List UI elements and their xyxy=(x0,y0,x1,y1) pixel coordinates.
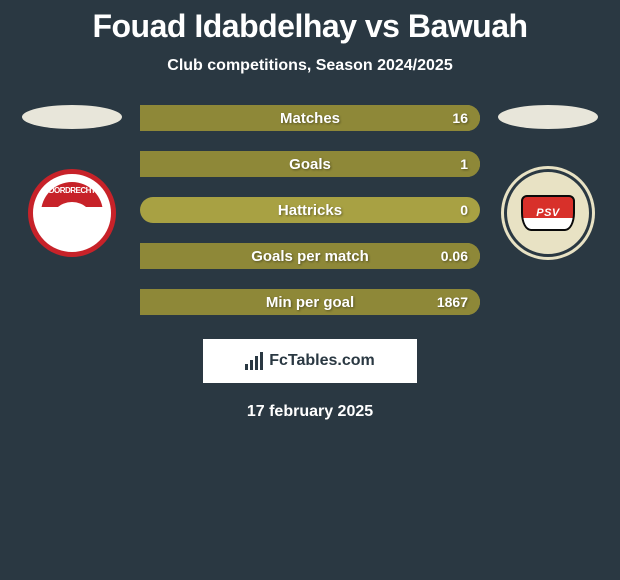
date-label: 17 february 2025 xyxy=(0,403,620,421)
main-area: DORDRECHT Matches 16 Goals 1 Hattricks 0 Goals… xyxy=(0,105,620,315)
page-title: Fouad Idabdelhay vs Bawuah xyxy=(0,8,620,45)
player-left-silhouette xyxy=(22,105,122,129)
stat-row: Goals per match 0.06 xyxy=(140,243,480,269)
player-right-column: PSV xyxy=(498,105,598,257)
stat-label: Min per goal xyxy=(266,294,354,311)
stat-value-right: 1867 xyxy=(437,294,468,310)
comparison-card: Fouad Idabdelhay vs Bawuah Club competit… xyxy=(0,0,620,421)
player-left-column: DORDRECHT xyxy=(22,105,122,257)
stat-value-right: 0 xyxy=(460,202,468,218)
stat-label: Matches xyxy=(280,110,340,127)
stat-row: Hattricks 0 xyxy=(140,197,480,223)
player-right-silhouette xyxy=(498,105,598,129)
subtitle: Club competitions, Season 2024/2025 xyxy=(0,57,620,75)
fctables-watermark: FcTables.com xyxy=(203,339,417,383)
stat-label: Goals xyxy=(289,156,331,173)
club-badge-right-shield: PSV xyxy=(521,195,575,231)
stat-label: Goals per match xyxy=(251,248,369,265)
stat-value-right: 16 xyxy=(452,110,468,126)
stat-row: Min per goal 1867 xyxy=(140,289,480,315)
club-badge-left-graphic xyxy=(50,202,94,244)
stat-label: Hattricks xyxy=(278,202,342,219)
stat-row: Goals 1 xyxy=(140,151,480,177)
club-badge-left-inner: DORDRECHT xyxy=(41,182,103,244)
club-badge-right-text: PSV xyxy=(536,207,560,219)
club-badge-left-text: DORDRECHT xyxy=(49,186,96,195)
stat-value-right: 1 xyxy=(460,156,468,172)
club-badge-right: PSV xyxy=(504,169,592,257)
fctables-icon xyxy=(245,352,263,370)
stat-value-right: 0.06 xyxy=(441,248,468,264)
club-badge-left: DORDRECHT xyxy=(28,169,116,257)
stat-row: Matches 16 xyxy=(140,105,480,131)
stats-panel: Matches 16 Goals 1 Hattricks 0 Goals per match… xyxy=(140,105,480,315)
fctables-label: FcTables.com xyxy=(269,352,375,370)
